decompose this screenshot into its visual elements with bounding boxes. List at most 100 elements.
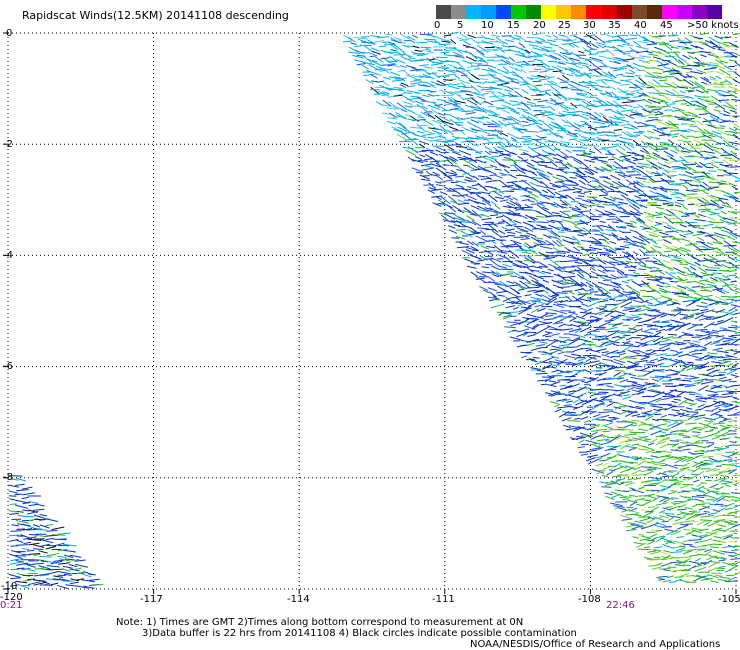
wind-vector <box>475 151 483 154</box>
wind-vector <box>602 297 609 301</box>
wind-vector <box>407 130 415 135</box>
wind-vector <box>508 311 519 313</box>
wind-vector <box>609 195 616 201</box>
wind-vector <box>674 292 686 295</box>
wind-vector <box>618 374 626 378</box>
wind-vector <box>504 39 515 43</box>
wind-vector <box>446 129 454 136</box>
wind-vector <box>416 97 426 102</box>
wind-vector <box>613 371 621 378</box>
wind-vector <box>602 378 612 381</box>
wind-vector <box>632 151 645 158</box>
wind-vector <box>582 400 593 406</box>
wind-vector <box>671 34 679 36</box>
wind-vector <box>476 50 486 58</box>
wind-vector <box>605 57 618 61</box>
wind-vector <box>502 66 509 72</box>
scale-swatch <box>481 5 497 19</box>
wind-vector <box>576 257 589 265</box>
wind-vector <box>647 274 659 280</box>
wind-vector <box>445 59 454 63</box>
wind-vector <box>585 84 598 87</box>
wind-vector <box>715 142 724 145</box>
wind-vector <box>53 542 65 547</box>
wind-vector <box>500 235 509 238</box>
wind-vector <box>367 59 378 63</box>
wind-vector <box>649 35 662 40</box>
wind-vector <box>612 343 620 347</box>
wind-vector <box>59 558 71 562</box>
wind-vector <box>680 374 689 377</box>
wind-vector <box>401 131 411 140</box>
wind-vector <box>430 108 440 115</box>
wind-vector <box>587 59 595 66</box>
wind-vector <box>522 151 535 159</box>
wind-vector <box>663 470 674 473</box>
wind-vector <box>685 212 697 215</box>
wind-vector <box>652 152 661 157</box>
wind-vector <box>536 316 544 319</box>
wind-vector <box>646 363 656 366</box>
wind-vector <box>700 481 708 484</box>
wind-vector <box>635 144 648 148</box>
wind-vector <box>679 419 688 422</box>
wind-vector <box>691 188 700 191</box>
wind-vector <box>477 41 490 44</box>
wind-vector <box>682 363 694 371</box>
wind-vector <box>557 286 571 288</box>
wind-vector <box>591 158 598 161</box>
wind-vector <box>531 279 542 288</box>
wind-vector <box>558 70 566 75</box>
wind-vector <box>542 289 549 295</box>
wind-vector <box>600 80 607 85</box>
wind-vector <box>614 401 625 406</box>
wind-vector <box>555 153 568 160</box>
wind-vector <box>664 405 676 411</box>
wind-vector <box>445 213 456 220</box>
wind-vector <box>623 340 631 346</box>
wind-vector <box>8 510 17 513</box>
wind-vector <box>414 134 427 138</box>
wind-vector <box>558 46 569 52</box>
wind-vector <box>610 491 624 497</box>
wind-vector <box>731 362 739 368</box>
wind-vector <box>646 324 657 328</box>
wind-vector <box>727 540 737 543</box>
wind-vector <box>631 156 639 161</box>
wind-vector <box>564 68 578 71</box>
wind-vector <box>606 218 616 221</box>
wind-vector <box>724 348 734 352</box>
wind-vector <box>557 53 569 62</box>
wind-vector <box>376 80 385 83</box>
wind-vector <box>548 224 561 231</box>
wind-vector <box>519 280 531 289</box>
wind-vector <box>618 352 627 356</box>
wind-vector <box>443 174 453 180</box>
scale-label-35: 35 <box>608 20 621 31</box>
wind-vector <box>414 92 421 94</box>
wind-vector <box>578 61 589 65</box>
wind-vector <box>620 481 632 484</box>
wind-vector <box>616 270 623 276</box>
wind-vector <box>501 94 513 97</box>
wind-vector <box>727 86 737 90</box>
wind-vector <box>404 53 414 58</box>
wind-vector <box>573 110 581 113</box>
wind-vector <box>387 101 398 109</box>
wind-vector <box>619 409 630 415</box>
wind-vector <box>729 478 740 482</box>
wind-vector <box>33 548 44 551</box>
wind-vector <box>634 230 646 239</box>
wind-vector <box>638 460 646 466</box>
wind-vector <box>406 85 416 88</box>
wind-vector <box>522 235 530 240</box>
wind-vector <box>508 260 520 267</box>
wind-vector <box>719 68 731 76</box>
wind-vector <box>497 91 506 96</box>
wind-vector <box>671 442 680 448</box>
wind-vector <box>462 158 473 166</box>
wind-vector <box>720 180 727 183</box>
wind-vector <box>521 198 530 202</box>
wind-vector <box>638 264 647 268</box>
